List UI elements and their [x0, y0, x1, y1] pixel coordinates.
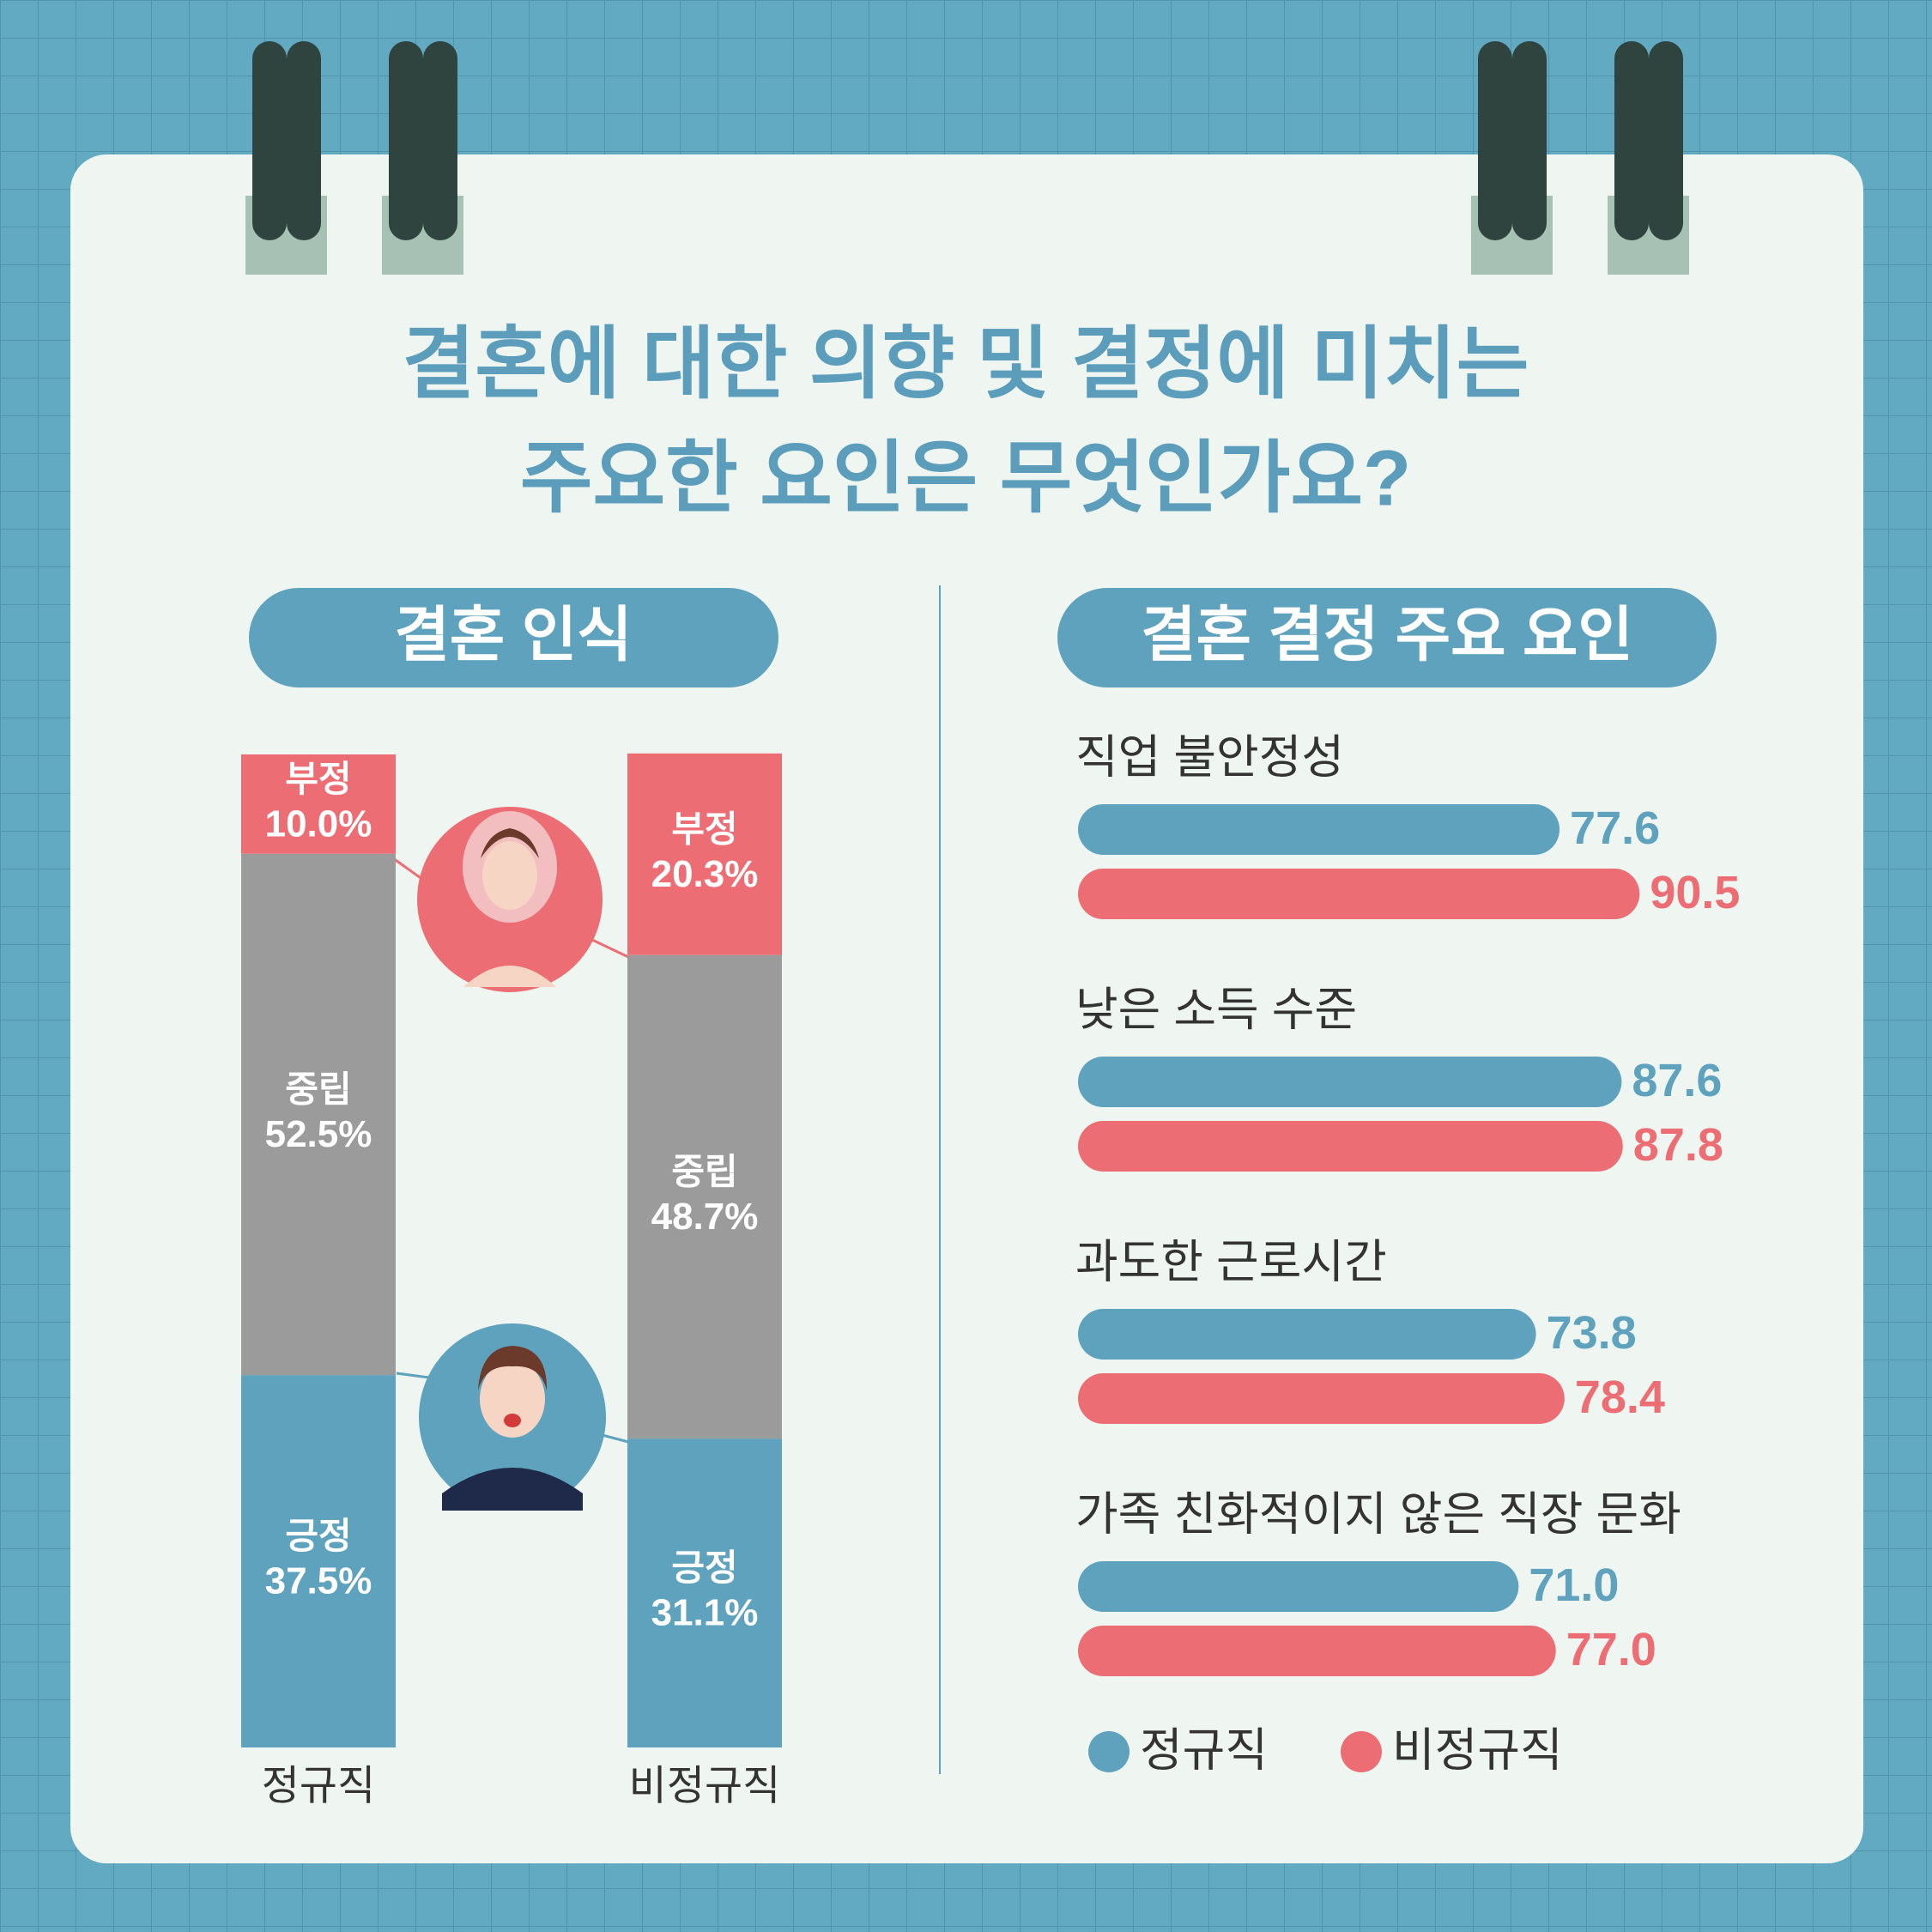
bar-segment	[627, 753, 782, 955]
bar	[1078, 1626, 1556, 1676]
binder-clips	[245, 41, 1689, 275]
data-label: 31.1%	[651, 1592, 759, 1634]
bar-segment	[241, 853, 396, 1376]
bar	[1078, 1561, 1519, 1612]
bar	[1078, 1373, 1565, 1424]
segment-name: 긍정	[285, 1516, 351, 1556]
title: 결혼에 대한 의향 및 결정에 미치는	[403, 320, 1529, 408]
bar	[1078, 869, 1640, 919]
category-label: 가족 친화적이지 않은 직장 문화	[1075, 1488, 1681, 1540]
x-tick-label: 비정규직	[629, 1764, 781, 1809]
segment-name: 중립	[285, 1069, 351, 1110]
data-label: 37.5%	[265, 1560, 372, 1602]
bar	[1078, 1309, 1536, 1360]
data-label: 71.0	[1529, 1560, 1619, 1611]
segment-name: 부정	[285, 759, 351, 799]
data-label: 73.8	[1547, 1307, 1637, 1359]
category-label: 직업 불안정성	[1075, 731, 1344, 783]
data-label: 20.3%	[651, 853, 759, 895]
bar	[1078, 1121, 1623, 1172]
pill	[1057, 588, 1717, 687]
title: 주요한 요인은 무엇인가요?	[520, 434, 1411, 522]
data-label: 48.7%	[651, 1196, 759, 1238]
legend-label: 정규직	[1140, 1724, 1268, 1776]
data-label: 52.5%	[265, 1113, 372, 1155]
data-label: 87.8	[1633, 1119, 1723, 1171]
data-label: 10.0%	[265, 802, 372, 845]
x-tick-label: 정규직	[262, 1764, 375, 1809]
chart-title: 결혼 결정 주요 요인	[1141, 601, 1633, 668]
bar	[1078, 804, 1560, 855]
segment-name: 중립	[671, 1152, 737, 1192]
bar-segment	[241, 754, 396, 854]
legend-swatch	[1088, 1731, 1130, 1772]
category-label: 과도한 근로시간	[1075, 1236, 1387, 1287]
segment-name: 긍정	[671, 1547, 737, 1588]
bar-segment	[241, 1375, 396, 1747]
data-label: 77.0	[1566, 1624, 1656, 1675]
segment-name: 부정	[671, 809, 737, 849]
category-label: 낮은 소득 수준	[1075, 984, 1357, 1035]
bar-segment	[627, 1438, 782, 1747]
data-label: 77.6	[1570, 802, 1660, 854]
legend-swatch	[1341, 1731, 1382, 1772]
data-label: 90.5	[1650, 867, 1740, 918]
bar	[1078, 1057, 1622, 1107]
bar-segment	[627, 954, 782, 1439]
chart-title: 결혼 인식	[394, 601, 632, 668]
data-label: 87.6	[1632, 1055, 1722, 1106]
pill	[249, 588, 778, 687]
data-label: 78.4	[1575, 1372, 1665, 1423]
illustrations	[392, 807, 629, 1511]
legend-label: 비정규직	[1392, 1724, 1563, 1776]
